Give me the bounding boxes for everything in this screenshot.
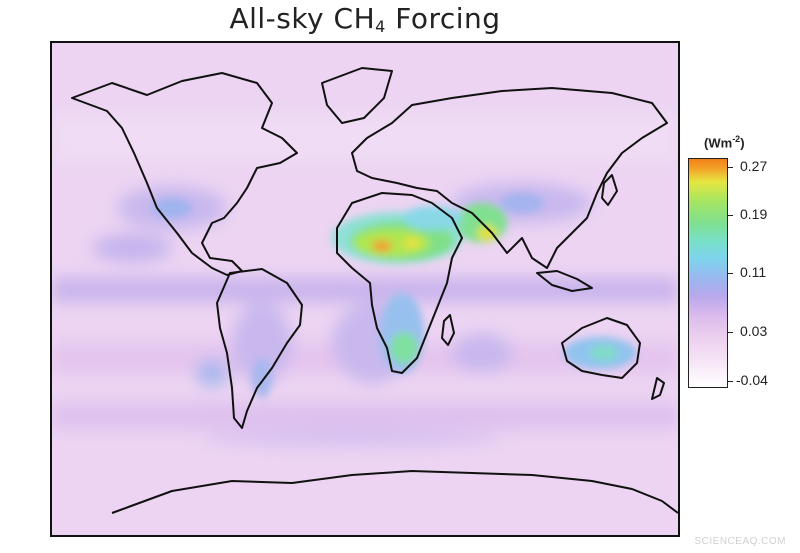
colorbar-tick-label: 0.27 (740, 158, 768, 174)
colorbar-tick-mark (728, 273, 733, 274)
coastlines (71, 67, 678, 514)
world-map-frame (50, 41, 680, 537)
colorbar-tick-label: 0.19 (740, 206, 768, 222)
colorbar-tick-mark (728, 215, 733, 216)
colorbar-tick-label: 0.03 (740, 323, 768, 339)
coastline-japan (601, 174, 618, 206)
colorbar-tick-mark (728, 167, 733, 168)
coastline-antarctica (111, 470, 678, 514)
coastline-africa (336, 192, 463, 374)
coastline-new-zealand (651, 377, 665, 400)
forcing-hotspots (152, 193, 636, 398)
watermark: SCIENCEAQ.COM (694, 536, 786, 547)
coastline-greenland (321, 67, 393, 124)
chart-title: All-sky CH4 Forcing (229, 2, 501, 36)
coastline-australia (561, 317, 641, 379)
coastline-madagascar (441, 314, 455, 346)
colorbar-tick-label: 0.11 (740, 264, 767, 280)
coastline-europe-asia (351, 87, 668, 269)
forcing-field (52, 113, 678, 446)
colorbar-tick-mark (728, 332, 733, 333)
world-map (52, 43, 678, 535)
colorbar-tick-mark (728, 381, 733, 382)
coastline-north-america (71, 72, 298, 276)
colorbar-tick-label: -0.04 (736, 372, 768, 388)
colorbar (688, 158, 728, 388)
coastline-south-america (216, 268, 303, 429)
coastline-indonesia (536, 270, 593, 292)
colorbar-unit: (Wm-2) (704, 134, 745, 151)
